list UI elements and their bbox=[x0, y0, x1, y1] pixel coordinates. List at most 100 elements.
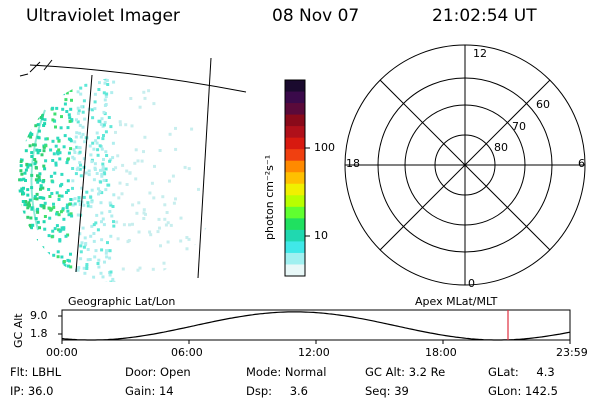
emission-pixel bbox=[18, 189, 22, 193]
emission-pixel bbox=[91, 141, 95, 145]
info-dsp: Dsp: 3.6 bbox=[246, 384, 308, 398]
emission-pixel bbox=[78, 161, 82, 165]
emission-pixel bbox=[33, 158, 37, 161]
colorbar-segment bbox=[285, 172, 305, 185]
emission-pixel bbox=[78, 232, 82, 236]
emission-pixel bbox=[116, 237, 120, 241]
emission-pixel bbox=[125, 183, 129, 186]
emission-pixel bbox=[84, 242, 88, 245]
emission-pixel bbox=[90, 200, 94, 204]
emission-pixel bbox=[79, 135, 83, 139]
emission-pixel bbox=[158, 149, 162, 152]
emission-pixel bbox=[63, 264, 67, 268]
emission-pixel bbox=[76, 268, 80, 272]
emission-pixel bbox=[137, 230, 141, 234]
emission-pixel bbox=[77, 196, 81, 200]
emission-pixel bbox=[70, 118, 74, 122]
emission-pixel bbox=[56, 255, 60, 259]
emission-pixel bbox=[42, 204, 46, 208]
emission-pixel bbox=[56, 136, 60, 140]
emission-pixel bbox=[95, 141, 99, 145]
emission-pixel bbox=[161, 195, 165, 199]
emission-pixel bbox=[114, 166, 118, 170]
emission-pixel bbox=[82, 203, 86, 207]
emission-pixel bbox=[83, 271, 87, 275]
emission-pixel bbox=[112, 193, 116, 197]
emission-pixel bbox=[65, 203, 69, 207]
emission-pixel bbox=[66, 126, 70, 130]
emission-pixel bbox=[67, 113, 71, 117]
emission-pixel bbox=[104, 130, 108, 134]
emission-pixel bbox=[111, 156, 115, 160]
emission-pixel bbox=[74, 135, 78, 139]
emission-pixel bbox=[68, 259, 71, 263]
emission-pixel bbox=[57, 148, 61, 152]
emission-pixel bbox=[31, 223, 35, 227]
emission-pixel bbox=[44, 137, 48, 141]
emission-pixel bbox=[134, 148, 138, 152]
emission-pixel bbox=[43, 227, 47, 231]
emission-pixel bbox=[42, 149, 46, 153]
emission-pixel bbox=[38, 172, 42, 176]
emission-pixel bbox=[92, 147, 96, 151]
info-mode: Mode: Normal bbox=[246, 365, 327, 379]
emission-pixel bbox=[65, 91, 69, 95]
emission-pixel bbox=[103, 98, 107, 102]
emission-pixel bbox=[24, 149, 28, 153]
emission-pixel bbox=[108, 249, 112, 253]
emission-pixel bbox=[95, 172, 99, 175]
altitude-plot bbox=[58, 309, 571, 344]
emission-pixel bbox=[101, 167, 105, 171]
mlt-label-12: 12 bbox=[473, 47, 487, 60]
emission-pixel bbox=[93, 168, 97, 171]
emission-pixel bbox=[44, 159, 48, 163]
colorbar-frame bbox=[284, 79, 306, 277]
emission-pixel bbox=[26, 188, 30, 192]
emission-pixel bbox=[51, 180, 55, 184]
emission-pixel bbox=[71, 179, 75, 183]
emission-pixel bbox=[106, 241, 109, 245]
emission-pixel bbox=[99, 122, 103, 126]
emission-pixel bbox=[78, 203, 82, 206]
emission-pixel bbox=[48, 216, 52, 220]
emission-pixel bbox=[93, 255, 97, 259]
emission-pixel bbox=[147, 89, 151, 93]
emission-pixel bbox=[150, 181, 154, 185]
emission-pixel bbox=[81, 132, 85, 136]
emission-pixel bbox=[36, 180, 40, 184]
emission-pixel bbox=[96, 136, 100, 140]
emission-pixel bbox=[96, 153, 100, 157]
emission-pixel bbox=[64, 98, 68, 102]
emission-pixel bbox=[95, 131, 99, 135]
emission-pixel bbox=[131, 222, 134, 226]
emission-pixel bbox=[121, 267, 125, 271]
emission-pixel bbox=[90, 160, 94, 164]
emission-pixel bbox=[165, 211, 169, 214]
emission-pixel bbox=[157, 217, 161, 221]
date-label: 08 Nov 07 bbox=[272, 6, 360, 26]
emission-pixel bbox=[102, 134, 105, 137]
emission-pixel bbox=[92, 232, 96, 235]
emission-pixel bbox=[105, 79, 109, 82]
emission-pixel bbox=[131, 203, 135, 207]
mlt-label-18: 18 bbox=[346, 157, 360, 170]
emission-pixel bbox=[101, 275, 105, 279]
emission-pixel bbox=[138, 266, 142, 270]
emission-pixel bbox=[66, 233, 70, 237]
altitude-ytick-max: 9.0 bbox=[30, 309, 48, 322]
emission-pixel bbox=[142, 208, 146, 212]
emission-pixel bbox=[101, 165, 105, 169]
info-gain: Gain: 14 bbox=[125, 384, 174, 398]
mlat-ring-70: 70 bbox=[512, 120, 526, 133]
emission-pixel bbox=[79, 174, 83, 178]
emission-pixel bbox=[43, 122, 47, 126]
emission-pixel bbox=[185, 247, 189, 251]
emission-pixel bbox=[62, 260, 66, 263]
time-tick-1800: 18:00 bbox=[425, 346, 457, 359]
emission-pixel bbox=[30, 151, 34, 155]
polar-plot bbox=[344, 44, 586, 286]
emission-pixel bbox=[96, 262, 100, 265]
emission-pixel bbox=[158, 226, 161, 230]
emission-pixel bbox=[53, 112, 57, 116]
emission-pixel bbox=[93, 92, 97, 96]
